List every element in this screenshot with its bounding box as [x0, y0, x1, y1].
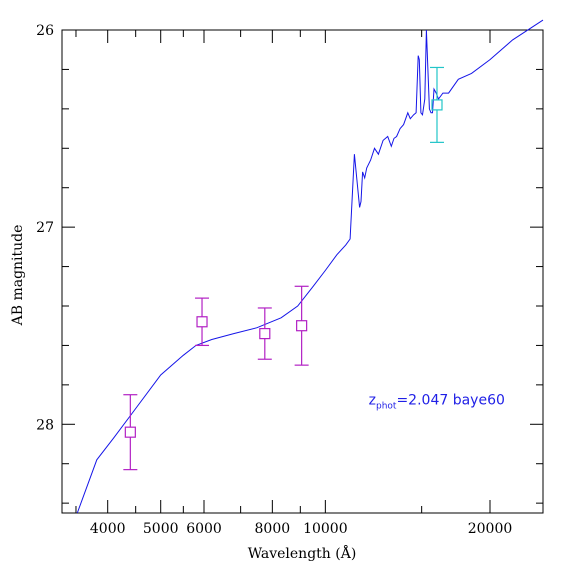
photo-z-annotation: zphot=2.047 baye60	[369, 393, 505, 412]
photometry-point	[123, 394, 138, 471]
annotation-subscript: phot	[376, 402, 397, 412]
annotation-text: =2.047 baye60	[396, 393, 504, 409]
x-axis-tick-labels: 4000 5000 6000 8000 10000 20000	[90, 521, 512, 537]
x-tick-label: 10000	[303, 521, 348, 537]
x-tick-label: 6000	[186, 521, 222, 537]
data-marker	[431, 99, 443, 111]
y-axis-title: AB magnitude	[10, 225, 26, 327]
x-tick-label: 20000	[468, 521, 513, 537]
x-axis-ticks	[75, 30, 491, 513]
y-axis-tick-labels: 26 27 28	[36, 23, 54, 433]
data-marker	[296, 320, 308, 332]
photometry-points	[123, 66, 444, 471]
x-tick-label: 5000	[143, 521, 179, 537]
x-tick-label: 8000	[255, 521, 291, 537]
photometry-point	[429, 66, 444, 143]
x-tick-label: 4000	[90, 521, 126, 537]
data-marker	[196, 316, 208, 328]
model-sed-line	[76, 19, 544, 514]
y-tick-label: 27	[36, 220, 54, 236]
x-axis-title: Wavelength (Å)	[248, 544, 357, 562]
data-marker	[259, 328, 271, 340]
y-tick-label: 26	[36, 23, 54, 39]
photometry-point	[294, 285, 309, 366]
data-marker	[124, 426, 136, 438]
y-tick-label: 28	[36, 417, 54, 433]
photometry-point	[257, 307, 272, 360]
y-axis-ticks	[62, 29, 543, 504]
plot-frame	[61, 29, 544, 514]
annotation-z-symbol: z	[369, 393, 376, 409]
photometry-point	[195, 297, 210, 347]
